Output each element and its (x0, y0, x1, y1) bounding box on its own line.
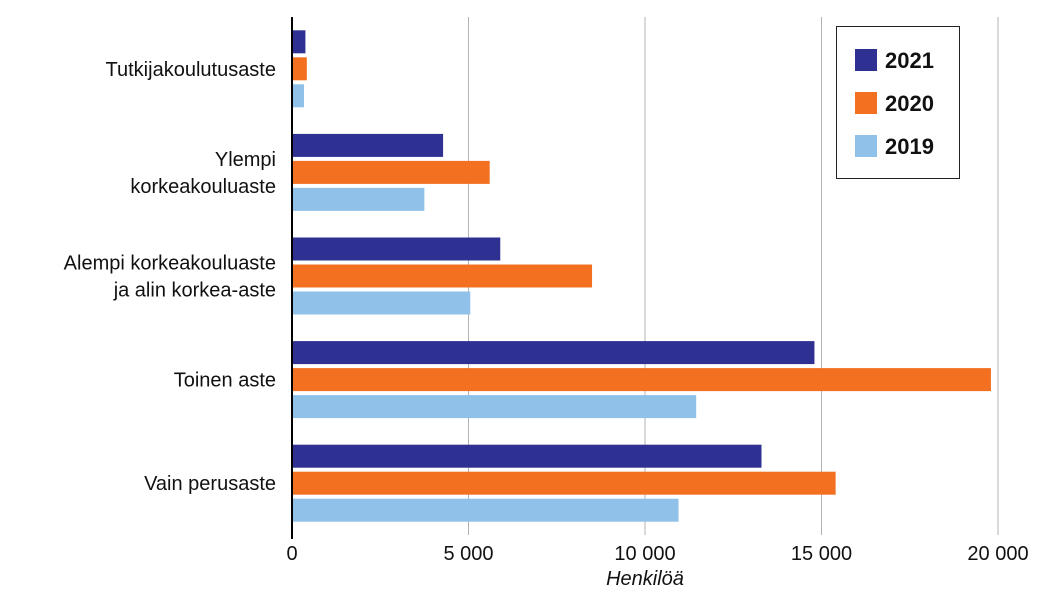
legend-swatch-2020 (855, 92, 877, 114)
category-label: Tutkijakoulutusaste (106, 59, 276, 81)
bar-2021-1 (292, 133, 444, 157)
bar-2020-3 (292, 368, 991, 392)
bar-2020-1 (292, 160, 490, 184)
bar-2021-3 (292, 341, 815, 365)
bar-2020-4 (292, 471, 836, 495)
bar-2020-0 (292, 57, 307, 81)
bar-2019-1 (292, 187, 425, 211)
legend-label-2020: 2020 (885, 91, 934, 116)
bar-2019-3 (292, 395, 697, 419)
legend-label-2019: 2019 (885, 134, 934, 159)
bar-2021-4 (292, 444, 762, 468)
bar-2019-2 (292, 291, 471, 315)
bar-2021-2 (292, 237, 501, 261)
category-label: Toinen aste (174, 370, 276, 392)
x-tick-label: 0 (286, 543, 297, 565)
legend-swatch-2021 (855, 49, 877, 71)
x-tick-label: 5 000 (443, 543, 493, 565)
x-axis: 0 5 000 10 000 15 000 20 000 (286, 543, 1028, 565)
x-tick-label: 15 000 (791, 543, 852, 565)
x-axis-title: Henkilöä (606, 568, 684, 590)
category-label: Alempi korkeakouluaste ja alin korkea-ast… (64, 253, 276, 302)
category-label: Ylempi korkeakouluaste (130, 149, 276, 198)
y-axis: Tutkijakoulutusaste Ylempi korkeakouluaste… (64, 17, 293, 539)
category-label: Vain perusaste (144, 473, 276, 495)
legend-swatch-2019 (855, 135, 877, 157)
bars (292, 30, 991, 522)
bar-2019-4 (292, 498, 679, 522)
legend-label-2021: 2021 (885, 48, 934, 73)
x-tick-label: 20 000 (967, 543, 1028, 565)
bar-2019-0 (292, 84, 305, 108)
bar-2021-0 (292, 30, 306, 54)
x-tick-label: 10 000 (614, 543, 675, 565)
bar-2020-2 (292, 264, 593, 288)
legend: 2021 2020 2019 (836, 26, 960, 179)
